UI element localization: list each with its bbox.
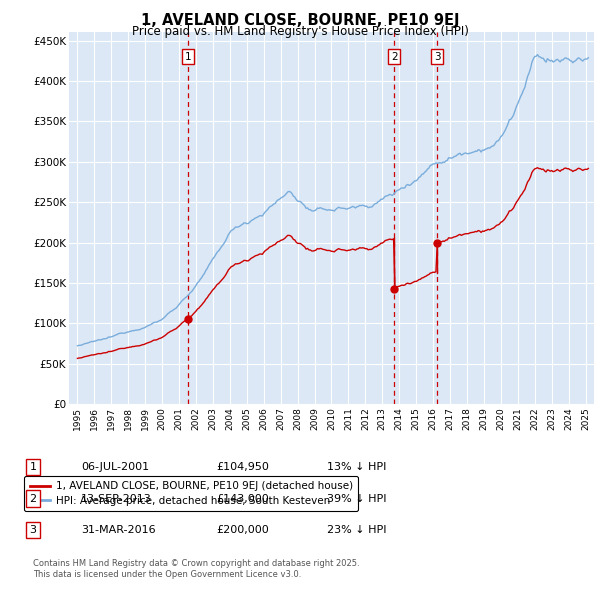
Text: 13-SEP-2013: 13-SEP-2013 [81,494,152,503]
Text: 3: 3 [434,52,440,62]
Legend: 1, AVELAND CLOSE, BOURNE, PE10 9EJ (detached house), HPI: Average price, detache: 1, AVELAND CLOSE, BOURNE, PE10 9EJ (deta… [25,476,358,511]
Text: Price paid vs. HM Land Registry's House Price Index (HPI): Price paid vs. HM Land Registry's House … [131,25,469,38]
Text: 1: 1 [185,52,191,62]
Text: 1, AVELAND CLOSE, BOURNE, PE10 9EJ: 1, AVELAND CLOSE, BOURNE, PE10 9EJ [141,13,459,28]
Text: 13% ↓ HPI: 13% ↓ HPI [327,463,386,472]
Text: 23% ↓ HPI: 23% ↓ HPI [327,525,386,535]
Text: This data is licensed under the Open Government Licence v3.0.: This data is licensed under the Open Gov… [33,571,301,579]
Text: £200,000: £200,000 [216,525,269,535]
Text: Contains HM Land Registry data © Crown copyright and database right 2025.: Contains HM Land Registry data © Crown c… [33,559,359,568]
Text: 2: 2 [391,52,398,62]
Text: £104,950: £104,950 [216,463,269,472]
Text: 3: 3 [29,525,37,535]
Text: 06-JUL-2001: 06-JUL-2001 [81,463,149,472]
Text: 2: 2 [29,494,37,503]
Text: 39% ↓ HPI: 39% ↓ HPI [327,494,386,503]
Text: £143,000: £143,000 [216,494,269,503]
Text: 1: 1 [29,463,37,472]
Text: 31-MAR-2016: 31-MAR-2016 [81,525,155,535]
